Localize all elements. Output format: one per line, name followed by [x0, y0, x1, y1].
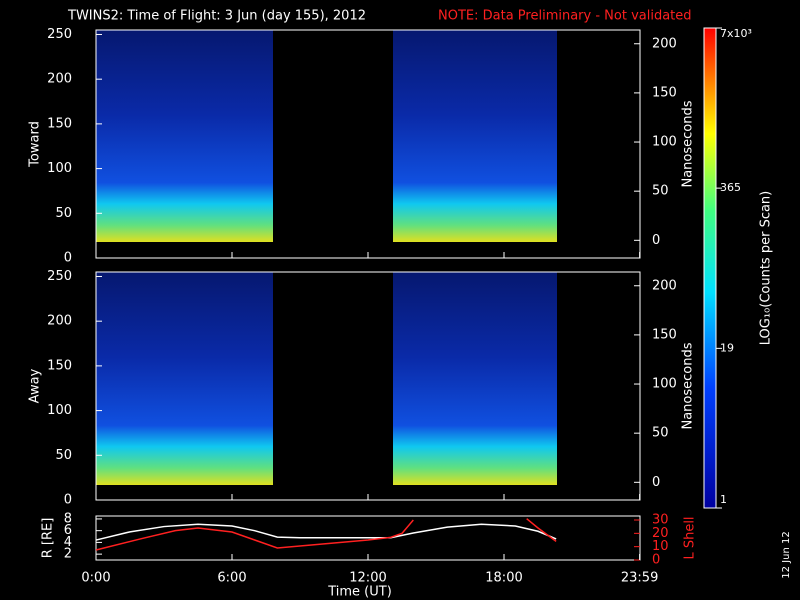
series-line: [95, 523, 557, 541]
y2-tick-label: 100: [652, 377, 677, 392]
y-axis-label: Toward: [28, 121, 43, 168]
y-tick-label: 250: [47, 27, 72, 42]
y2-tick-label: 50: [652, 184, 669, 199]
y-tick-label: 100: [47, 161, 72, 176]
x-tick-label: 0:00: [81, 571, 110, 586]
y2-tick-label: 0: [652, 475, 660, 490]
y-tick-label: 0: [64, 493, 72, 508]
chart-title: TWINS2: Time of Flight: 3 Jun (day 155),…: [67, 9, 366, 24]
colorbar-tick-label: 19: [720, 341, 734, 354]
y2-tick-label: 30: [652, 513, 669, 528]
y2-tick-label: 50: [652, 426, 669, 441]
y2-tick-label: 200: [652, 36, 677, 51]
x-axis-label: Time (UT): [327, 585, 392, 600]
y-tick-label: 0: [64, 251, 72, 266]
spectrogram-image: [96, 30, 557, 485]
x-tick-label: 23:59: [621, 571, 658, 586]
y-tick-label: 150: [47, 116, 72, 131]
y-tick-label: 6: [64, 523, 72, 538]
colorbar-label: LOG₁₀(Counts per Scan): [759, 191, 774, 346]
y2-tick-label: 20: [652, 526, 669, 541]
y-tick-label: 200: [47, 72, 72, 87]
y-tick-label: 8: [64, 511, 72, 526]
y2-tick-label: 100: [652, 135, 677, 150]
y2-tick-label: 200: [652, 278, 677, 293]
y-tick-label: 250: [47, 269, 72, 284]
y2-tick-label: 150: [652, 85, 677, 100]
y-tick-label: 200: [47, 314, 72, 329]
y2-tick-label: 0: [652, 233, 660, 248]
date-stamp: 12 Jun 12: [781, 531, 792, 578]
y-tick-label: 50: [55, 448, 72, 463]
y-axis-label: Away: [28, 368, 43, 403]
y-tick-label: 50: [55, 206, 72, 221]
y2-axis-label: Nanoseconds: [681, 342, 696, 429]
y-tick-label: 4: [64, 535, 72, 550]
colorbar-tick-label: 365: [720, 181, 741, 194]
x-tick-label: 12:00: [349, 571, 386, 586]
y-tick-label: 150: [47, 358, 72, 373]
y-tick-label: 2: [64, 547, 72, 562]
note: NOTE: Data Preliminary - Not validated: [438, 9, 692, 24]
y2-axis-label: Nanoseconds: [681, 100, 696, 187]
y-tick-label: 100: [47, 403, 72, 418]
colorbar-tick-label: 7x10³: [720, 27, 752, 40]
x-tick-label: 6:00: [217, 571, 246, 586]
colorbar: [703, 27, 717, 509]
colorbar-tick-label: 1: [720, 493, 727, 506]
x-tick-label: 18:00: [485, 571, 522, 586]
y2-tick-label: 150: [652, 327, 677, 342]
series-line: [95, 518, 557, 551]
y-axis-label: L Shell: [683, 516, 698, 559]
y-axis-label: R [RE]: [41, 518, 56, 559]
y2-tick-label: 10: [652, 539, 669, 554]
y2-tick-label: 0: [652, 553, 660, 568]
